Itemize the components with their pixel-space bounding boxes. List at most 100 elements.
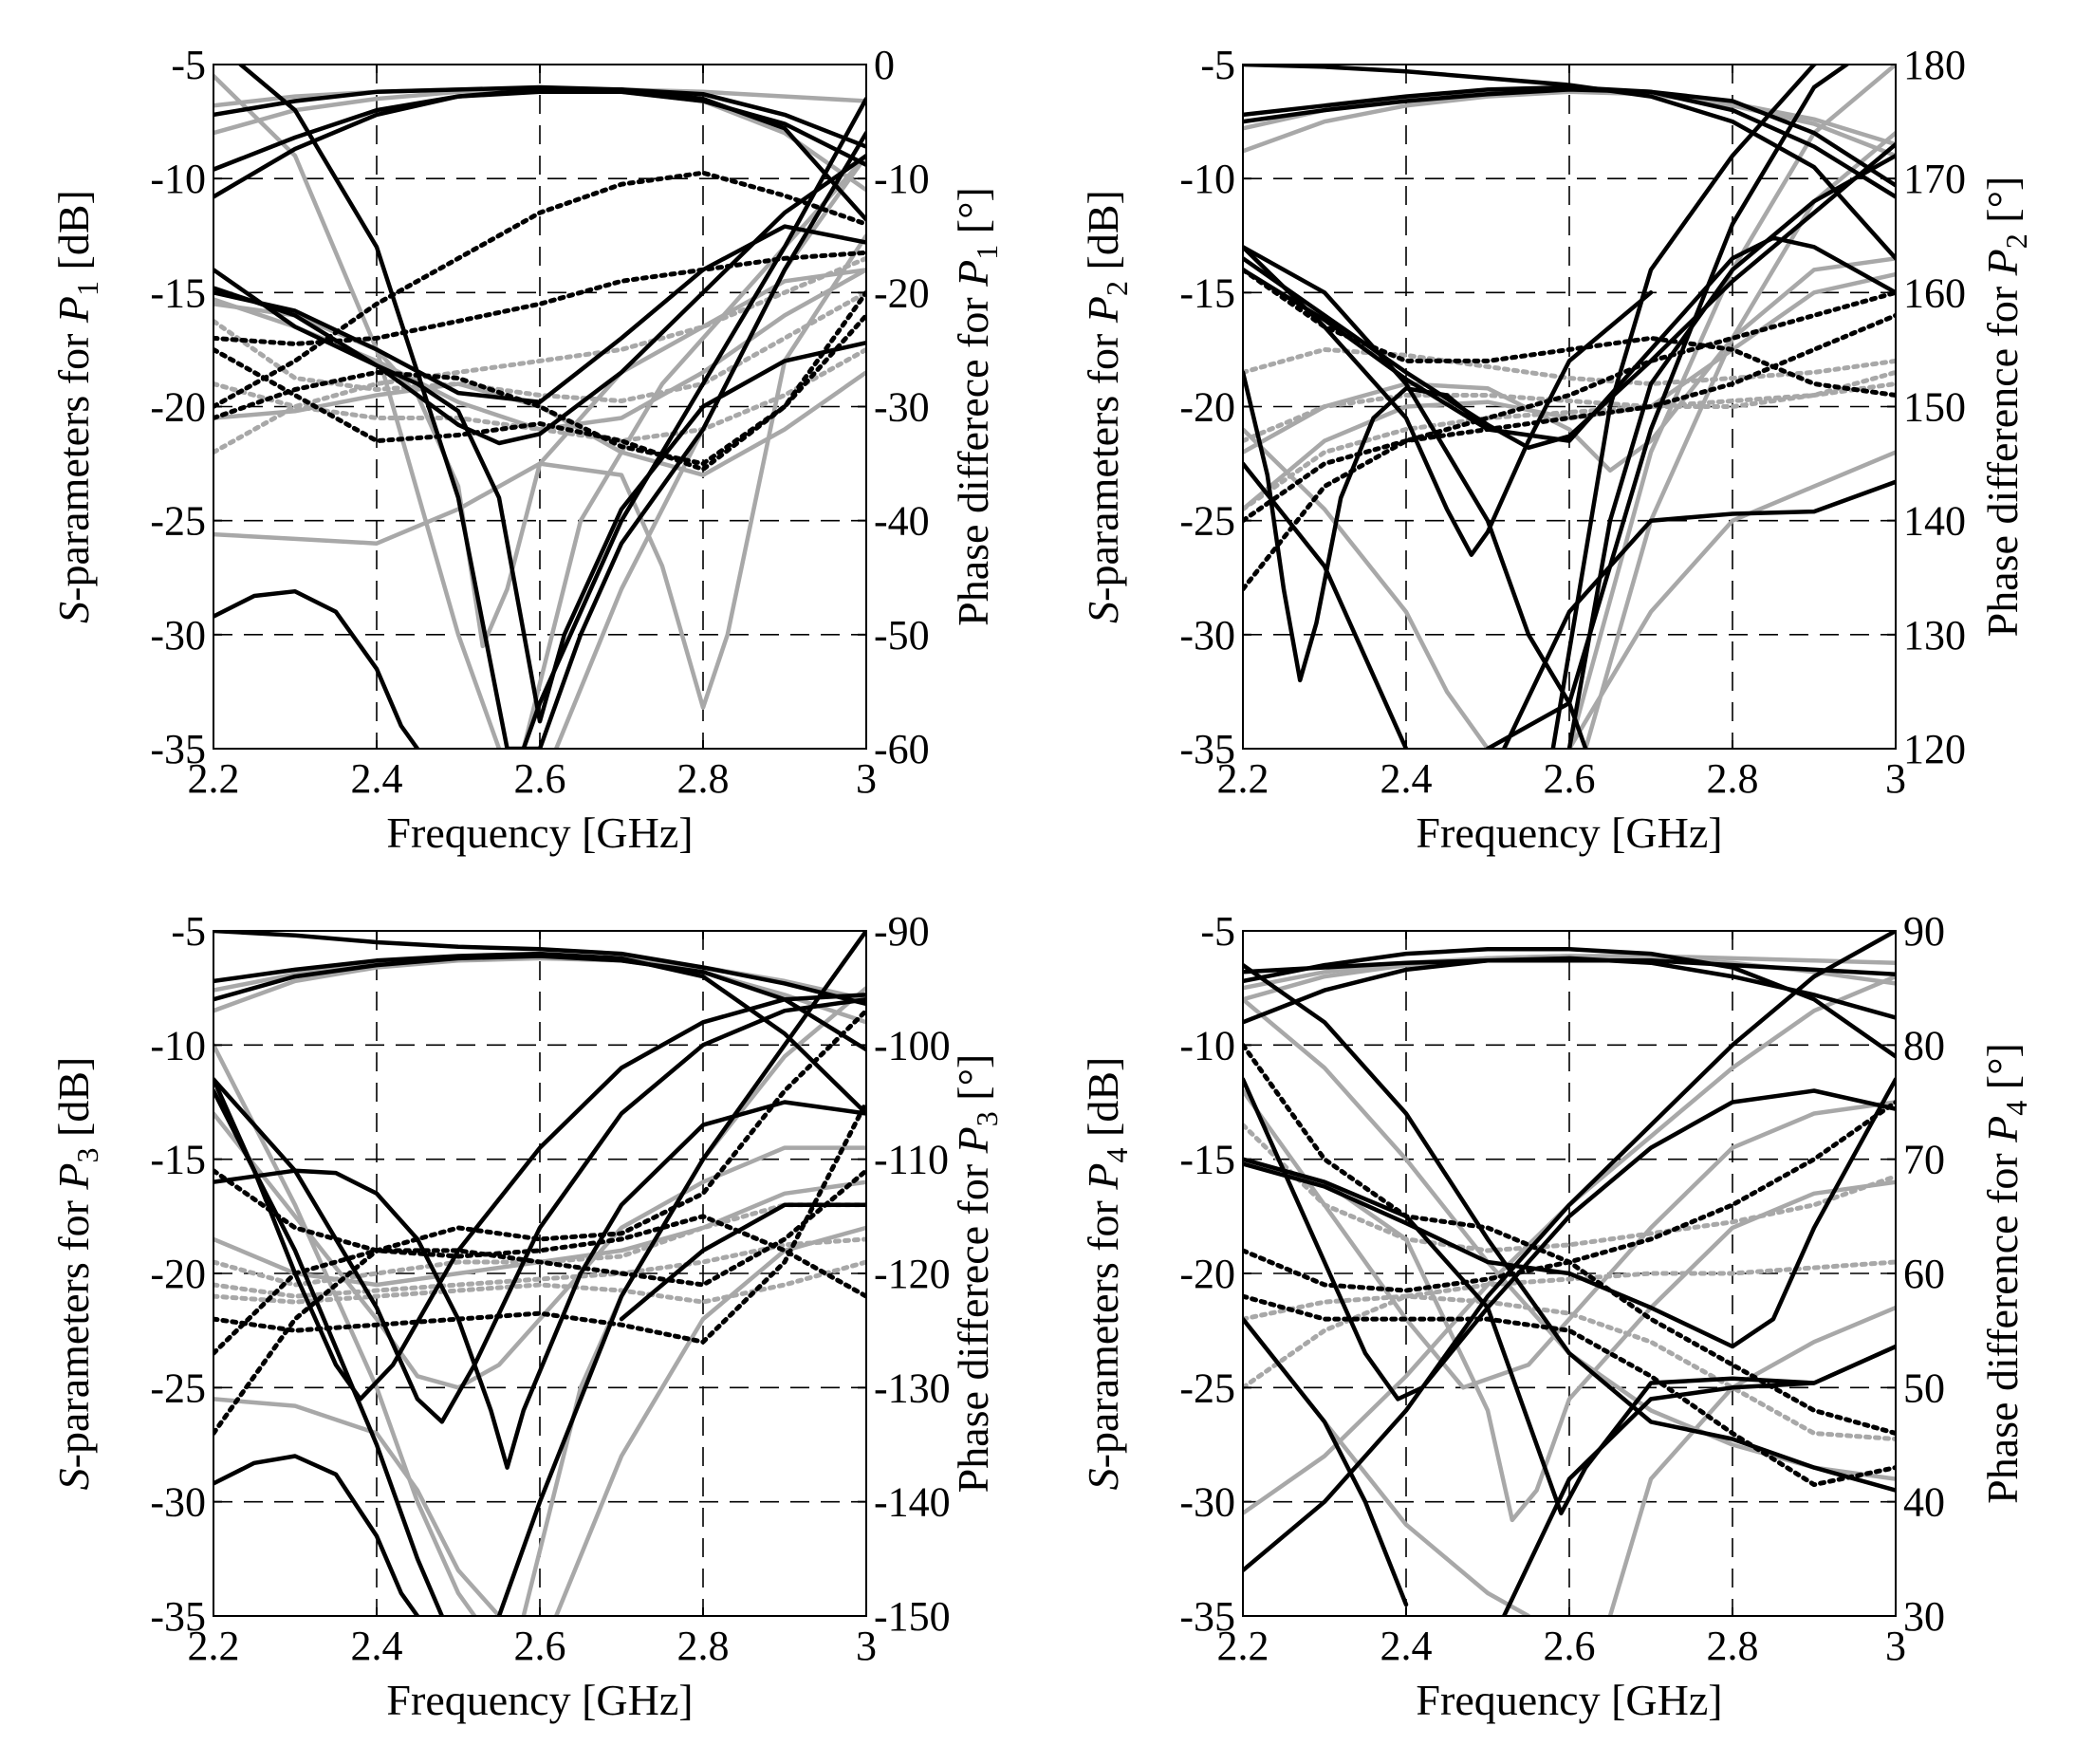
x-tick-label: 2.6 (1544, 1623, 1596, 1669)
y2-tick-label: -90 (874, 908, 930, 955)
y2-tick-label: -40 (874, 498, 930, 545)
series-line (213, 951, 866, 1116)
y-tick-label: -25 (1179, 1365, 1235, 1411)
x-tick-label: 2.4 (351, 1623, 403, 1669)
series-line (1501, 479, 1896, 749)
y-tick-label: -25 (1179, 498, 1235, 545)
y2-tick-label: -140 (874, 1479, 951, 1526)
y-tick-label: -20 (1179, 1251, 1235, 1297)
series-line (1566, 450, 1896, 749)
y-axis-label: S-parameters for P1 [dB] (49, 190, 104, 623)
y2-tick-label: 30 (1903, 1593, 1945, 1640)
series-line (213, 956, 866, 1025)
series-line (213, 1100, 866, 1470)
series-line (213, 1168, 866, 1299)
series-line (213, 588, 420, 749)
y2-tick-label: 150 (1903, 384, 1966, 431)
series-group (213, 65, 866, 749)
x-tick-label: 3 (856, 1623, 877, 1669)
series-group (213, 931, 866, 1616)
series-line (1243, 289, 1896, 592)
panel-bottom-right: 2.2 2.4 2.6 2.8 3 -5 -10 -15 -20 -25 -30 -35 90 80 70 6… (1079, 908, 2033, 1724)
series-line (521, 96, 866, 749)
series-line (213, 1397, 502, 1616)
series-line (1243, 461, 1409, 749)
series-line (213, 312, 866, 473)
x-tick-label: 2.8 (1707, 755, 1759, 802)
series-line (521, 153, 866, 749)
series-line (213, 931, 866, 1007)
series-line (213, 1111, 866, 1390)
x-tick-label: 3 (1885, 1623, 1906, 1669)
series-line (1243, 65, 1896, 261)
series-line (213, 233, 866, 710)
y2-tick-label: 90 (1903, 908, 1945, 955)
series-line (1243, 235, 1896, 443)
panel-top-left: 2.2 2.4 2.6 2.8 3 -5 -10 -15 -20 -25 -30 -35 0 -10 -20… (49, 42, 1004, 857)
y2-axis-label: Phase differece for P3 [°] (949, 1054, 1004, 1494)
series-line (1607, 1305, 1896, 1616)
series-line (1243, 369, 1896, 512)
x-tick-label: 3 (1885, 755, 1906, 802)
y-tick-label: -20 (150, 384, 206, 431)
series-line (213, 1236, 866, 1299)
y-tick-label: -20 (1179, 384, 1235, 431)
series-line (213, 993, 866, 1402)
y-tick-label: -25 (150, 498, 206, 545)
series-line (213, 1043, 477, 1616)
panel-bottom-left: 2.2 2.4 2.6 2.8 3 -5 -10 -15 -20 -25 -30 -35 -90 -100… (49, 908, 1004, 1724)
y2-tick-label: 120 (1903, 726, 1966, 772)
y2-tick-label: 60 (1903, 1251, 1945, 1297)
series-line (213, 250, 866, 346)
y2-tick-label: 80 (1903, 1022, 1945, 1068)
y-axis-label: S-parameters for P2 [dB] (1079, 190, 1134, 623)
y-tick-label: -25 (150, 1365, 206, 1411)
y-tick-label: -35 (150, 726, 206, 772)
y2-tick-label: 140 (1903, 498, 1966, 545)
series-line (1243, 1316, 1409, 1607)
series-line (213, 87, 866, 199)
y2-tick-label: 180 (1903, 42, 1966, 88)
x-axis-label: Frequency [GHz] (1416, 1676, 1722, 1724)
y-tick-label: -15 (1179, 269, 1235, 316)
y-tick-label: -5 (171, 42, 206, 88)
x-tick-label: 2.6 (514, 1623, 566, 1669)
y2-tick-label: -120 (874, 1251, 951, 1297)
x-axis-label: Frequency [GHz] (1416, 808, 1722, 857)
y2-axis-label: Phase differece for P1 [°] (949, 187, 1004, 626)
series-line (213, 84, 866, 222)
x-axis-label: Frequency [GHz] (386, 808, 693, 857)
series-line (1243, 1042, 1896, 1436)
y2-tick-label: 170 (1903, 156, 1966, 202)
series-line (1243, 1123, 1896, 1253)
series-line (213, 1168, 866, 1356)
x-axis-label: Frequency [GHz] (386, 1676, 693, 1724)
series-line (1243, 1077, 1896, 1402)
series-line (1243, 947, 1896, 1059)
y-tick-label: -10 (1179, 156, 1235, 202)
y2-tick-label: -20 (874, 269, 930, 316)
y2-tick-label: 40 (1903, 1479, 1945, 1526)
y2-tick-label: -10 (874, 156, 930, 202)
series-line (213, 255, 866, 455)
series-line (237, 65, 543, 749)
y-tick-label: -15 (150, 269, 206, 316)
y-tick-label: -15 (150, 1137, 206, 1183)
y2-tick-label: 50 (1903, 1365, 1945, 1411)
y2-tick-label: -110 (874, 1137, 949, 1183)
y2-tick-label: 70 (1903, 1137, 1945, 1183)
y2-axis-label: Phase difference for P2 [°] (1978, 176, 2033, 638)
series-line (1243, 1316, 1531, 1616)
series-line (1243, 381, 1896, 444)
series-line (1501, 1344, 1896, 1616)
series-line (1243, 267, 1896, 398)
series-line (1243, 346, 1896, 386)
series-line (537, 130, 866, 749)
series-line (213, 1100, 866, 1345)
series-line (553, 153, 866, 749)
series-line (1243, 312, 1896, 524)
y2-tick-label: -60 (874, 726, 930, 772)
y-tick-label: -10 (1179, 1022, 1235, 1068)
series-line (553, 1225, 866, 1616)
